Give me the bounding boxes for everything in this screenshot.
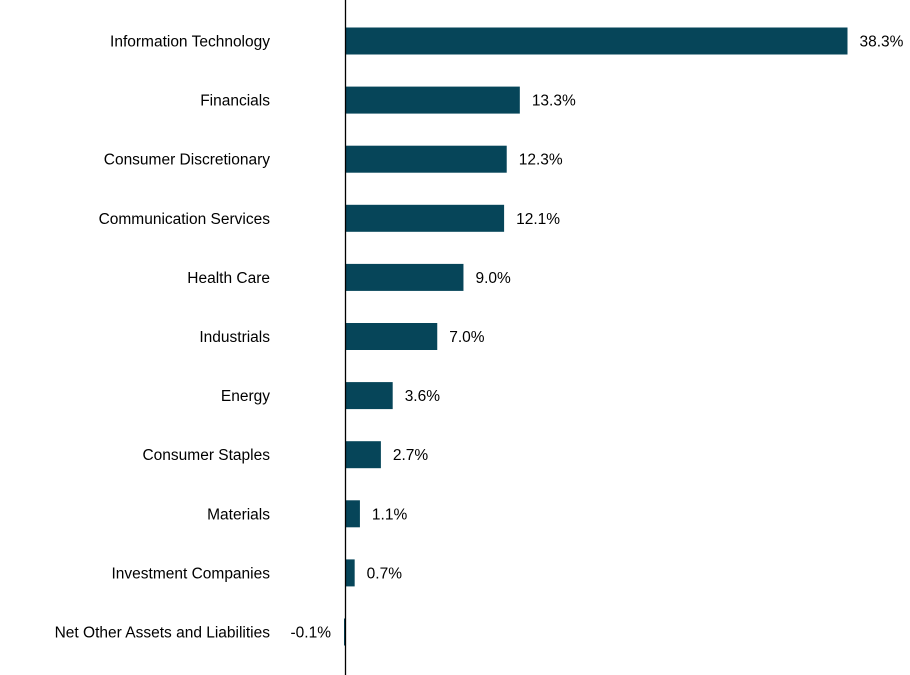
bar xyxy=(345,86,520,114)
category-label: Investment Companies xyxy=(111,565,270,582)
bar-value-label: 9.0% xyxy=(475,270,511,287)
bars-group xyxy=(344,27,848,646)
category-label: Industrials xyxy=(199,329,270,346)
bar xyxy=(345,323,438,350)
bar xyxy=(345,559,355,587)
category-label: Consumer Discretionary xyxy=(104,152,270,169)
category-label: Financials xyxy=(200,93,270,110)
bar-value-label: 1.1% xyxy=(372,506,408,523)
category-label: Net Other Assets and Liabilities xyxy=(55,625,271,642)
category-label: Energy xyxy=(221,388,270,405)
bar xyxy=(345,500,360,528)
bar xyxy=(345,145,507,173)
bar-value-label: 12.1% xyxy=(516,211,560,228)
bar xyxy=(344,618,346,646)
category-label: Materials xyxy=(207,506,270,523)
category-labels-group: Information Technology Financials Consumer… xyxy=(55,34,271,642)
bar-value-label: 7.0% xyxy=(449,329,485,346)
value-labels-group: 38.3% 13.3% 12.3% 12.1% 9.0% 7.0% 3.6% 2.7% 1.1%… xyxy=(291,34,904,642)
bar-value-label: 13.3% xyxy=(532,93,576,110)
bar xyxy=(345,263,464,291)
bar xyxy=(345,204,505,232)
bar-value-label: 12.3% xyxy=(519,152,563,169)
bar xyxy=(345,441,381,469)
bar-value-label: 2.7% xyxy=(393,447,429,464)
category-label: Communication Services xyxy=(99,211,271,228)
category-label: Information Technology xyxy=(110,34,270,51)
bar xyxy=(345,382,393,410)
category-label: Consumer Staples xyxy=(142,447,270,464)
bar-value-label: 3.6% xyxy=(405,388,441,405)
bar-value-label: -0.1% xyxy=(291,625,332,642)
bar-value-label: 38.3% xyxy=(860,34,904,51)
bar xyxy=(345,27,848,55)
category-label: Health Care xyxy=(187,270,270,287)
bar-value-label: 0.7% xyxy=(367,565,403,582)
